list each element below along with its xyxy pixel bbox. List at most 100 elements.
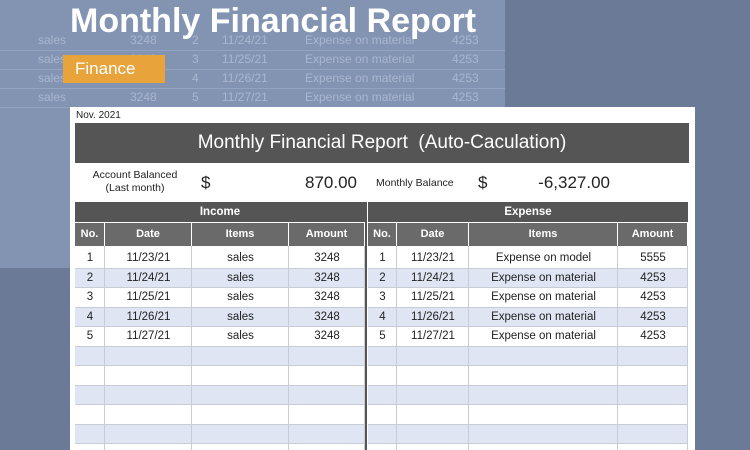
bg-cell: 2 [192, 33, 199, 47]
table-cell: 5555 [640, 252, 666, 264]
table-cell: 3248 [314, 252, 340, 264]
table-cell: 4 [86, 310, 94, 323]
table-cell: 11/24/21 [126, 271, 171, 284]
bg-cell: Expense on material [305, 33, 415, 47]
bg-cell: 4253 [452, 90, 479, 104]
table-cell: Expense on model [495, 252, 592, 264]
table-cell: 3248 [314, 310, 340, 323]
table-cell: 2 [379, 271, 386, 284]
bg-cell: 3248 [130, 90, 157, 104]
table-cell: sales [227, 291, 254, 303]
table-cell: 4253 [640, 271, 666, 284]
table-cell: 1 [86, 252, 94, 264]
table-cell: 4253 [640, 330, 666, 342]
bg-cell: 4253 [452, 52, 479, 66]
table-cell: Expense on material [491, 291, 596, 303]
column-header: No. [368, 223, 396, 246]
table-cell: sales [227, 330, 254, 342]
table-row [368, 249, 688, 269]
table-row [75, 366, 365, 386]
table-cell: sales [227, 252, 254, 264]
table-cell: Expense on material [491, 310, 596, 323]
report-title: Monthly Financial Report (Auto-Caculatio… [75, 123, 689, 163]
currency: $ [478, 173, 488, 192]
table-row [75, 327, 365, 347]
table-cell: 5 [86, 330, 94, 342]
column-header: No. [75, 223, 104, 246]
tag-badge: Finance [63, 55, 165, 83]
table-cell: 3248 [314, 330, 340, 342]
table-cell: 11/27/21 [126, 330, 171, 342]
table-row [368, 366, 688, 386]
column-header: Date [105, 223, 191, 246]
column-header: Amount [289, 223, 364, 246]
table-row [75, 346, 365, 366]
monthly-label: Monthly Balance [376, 177, 454, 189]
bg-cell: 3 [192, 52, 199, 66]
monthly-value: -6,327.00 [538, 173, 610, 192]
currency: $ [201, 173, 211, 192]
bg-cell: 4 [192, 71, 199, 85]
bg-cell: sales [38, 90, 67, 104]
table-row [75, 288, 365, 308]
bg-row-line [0, 88, 505, 89]
table-split [365, 202, 367, 450]
table-row [75, 405, 365, 425]
column-divider [396, 246, 397, 450]
table-cell: 11/24/21 [411, 271, 455, 284]
background-sheet [0, 0, 505, 108]
column-header: Amount [618, 223, 687, 246]
table-cell: 3 [86, 291, 94, 303]
bg-row-line [0, 69, 505, 70]
table-cell: 11/23/21 [411, 252, 455, 264]
table-cell: 11/26/21 [126, 310, 171, 323]
table-cell: 4253 [640, 310, 666, 323]
table-row [368, 405, 688, 425]
table-row [368, 268, 688, 288]
table-row [75, 307, 365, 327]
account-label: Account Balanced [92, 169, 178, 181]
table-row [368, 307, 688, 327]
column-divider [364, 246, 365, 450]
table-row [75, 249, 365, 269]
table-cell: 11/23/21 [126, 252, 171, 264]
table-cell: 1 [379, 252, 386, 264]
table-row [368, 327, 688, 347]
table-cell: sales [227, 310, 254, 323]
bg-cell: 4253 [452, 71, 479, 85]
bg-cell: 5 [192, 90, 199, 104]
table-cell: 11/27/21 [411, 330, 455, 342]
table-cell: 3248 [314, 291, 340, 303]
table-cell: sales [227, 271, 254, 284]
table-row [368, 424, 688, 444]
table-cell: 11/25/21 [411, 291, 455, 303]
column-divider [468, 246, 469, 450]
table-row [368, 385, 688, 405]
account-value: 870.00 [305, 173, 357, 192]
bg-cell: sales [38, 33, 67, 47]
bg-cell: sales [38, 71, 67, 85]
column-divider [617, 246, 618, 450]
bg-cell: 11/26/21 [222, 71, 268, 85]
bg-cell: sales [38, 52, 67, 66]
column-header: Items [469, 223, 617, 246]
table-row [75, 424, 365, 444]
table-row [368, 346, 688, 366]
bg-cell: Expense on material [305, 52, 415, 66]
table-row [75, 385, 365, 405]
background-sheet-side [0, 108, 70, 268]
bg-cell: 3248 [130, 33, 157, 47]
bg-cell: 11/27/21 [222, 90, 268, 104]
table-cell: 5 [379, 330, 386, 342]
hero-title: Monthly Financial Report [70, 2, 477, 40]
column-divider [288, 246, 289, 450]
report-date: Nov. 2021 [76, 110, 121, 121]
table-cell: 2 [86, 271, 94, 284]
table-cell: 11/26/21 [411, 310, 455, 323]
bg-cell: 11/24/21 [222, 33, 268, 47]
report-sheet: Nov. 2021 Monthly Financial Report (Auto… [70, 107, 695, 450]
table-row [368, 288, 688, 308]
bg-cell: Expense on material [305, 90, 415, 104]
section-header: Expense [368, 202, 688, 222]
account-sub: (Last month) [105, 182, 165, 194]
